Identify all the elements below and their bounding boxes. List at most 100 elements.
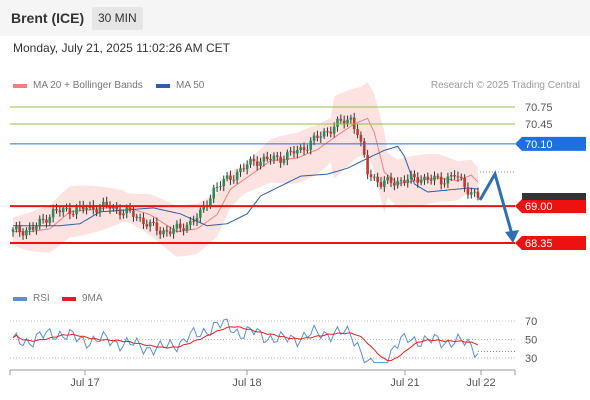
rsi-swatch [13,296,27,301]
legend-rsi-ma-label: 9MA [82,293,103,304]
candle [219,181,222,191]
candle [255,156,259,171]
candle [436,173,440,180]
candle [299,144,302,153]
level-label: 70.45 [525,119,553,131]
candle [61,205,65,217]
projection-arrow [478,170,515,239]
candle [28,222,32,236]
rsi-ma-swatch [62,296,76,301]
candle [252,154,256,166]
candle [403,175,406,186]
candle [225,171,229,182]
candle [272,152,276,164]
candle [322,128,326,139]
candle [172,224,175,239]
level-badge-bg [515,236,586,250]
candle [289,146,292,156]
candle [413,170,416,181]
candle [212,184,216,204]
candle [269,154,272,165]
rsi-tick-label: 30 [525,353,537,365]
candle [369,169,373,182]
candle [18,221,21,237]
candle [189,216,192,230]
candle [346,115,349,127]
candle [58,206,62,217]
candle [309,137,313,155]
ma50-swatch [156,83,170,88]
candle [158,226,162,239]
candle [262,153,266,167]
candle [470,187,473,199]
candle [168,226,172,237]
candle [275,151,279,161]
candle [473,189,476,198]
candle [302,142,306,156]
candle [45,214,48,228]
candle [122,209,125,219]
interval-badge[interactable]: 30 MIN [92,7,143,30]
candle [115,202,119,214]
candle [282,155,286,166]
candle [409,170,413,184]
legend-bollinger-label: MA 20 + Bollinger Bands [33,80,143,91]
candle [362,137,366,158]
candle [162,227,165,238]
candle [242,163,246,172]
candle [449,171,453,181]
candle [476,187,480,201]
candle [259,157,262,170]
chart-header: Brent (ICE) 30 MIN [0,0,590,36]
candle [416,172,420,188]
candle [459,173,463,181]
legend-bollinger: MA 20 + Bollinger Bands [13,80,143,91]
candle [15,222,18,233]
credit-text: Research © 2025 Trading Central [430,80,580,91]
candle [145,219,149,230]
candle [379,177,383,190]
legend-rsi-ma: 9MA [62,293,103,304]
candle [11,227,15,237]
candle [38,215,42,230]
rsi-line [12,318,479,364]
candle [439,172,443,190]
candle [152,217,155,226]
ma50-line [13,145,479,227]
candle [192,215,195,226]
candle [185,221,189,233]
candle [199,207,202,223]
legend-rsi-label: RSI [33,293,50,304]
candle [466,182,470,199]
candle [389,172,393,188]
candle [383,176,386,192]
candle [265,151,269,162]
level-badge-text: 68.35 [525,238,553,250]
candle [239,164,242,177]
candle [175,220,179,233]
candle [135,213,139,222]
candle [292,146,296,158]
level-badge: 69.00 [515,199,586,214]
candle [342,115,346,129]
candle [71,210,75,217]
x-axis-tick-label: Jul 22 [466,377,495,389]
candle [132,205,135,222]
candle [235,169,239,184]
ma20-line [13,117,479,233]
candle [249,156,252,168]
candle [31,222,35,233]
candle [339,114,343,124]
candle [463,174,466,193]
candle [41,213,45,224]
candle [349,114,353,125]
candle [51,204,55,223]
candle [229,170,232,185]
x-axis-tick-label: Jul 17 [70,377,99,389]
candle [21,228,25,240]
candle [65,203,68,212]
candle [426,172,430,184]
candle [245,160,249,175]
candle [165,225,169,237]
